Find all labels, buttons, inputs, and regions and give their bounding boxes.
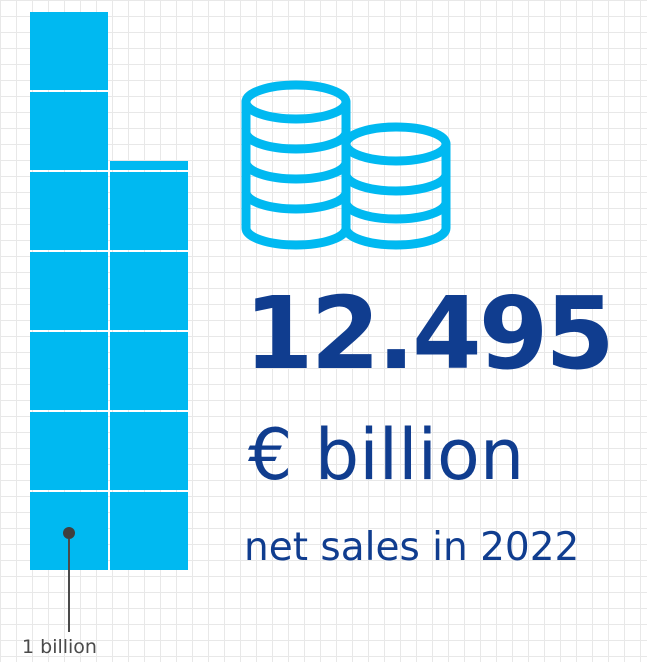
unit-block xyxy=(30,412,108,490)
unit-marker-dot xyxy=(63,527,75,539)
unit-block xyxy=(110,252,188,330)
unit-block xyxy=(110,492,188,570)
net-sales-unit: € billion xyxy=(248,414,525,496)
unit-block xyxy=(110,172,188,250)
unit-label: 1 billion xyxy=(22,636,97,658)
unit-block xyxy=(30,172,108,250)
coins-icon xyxy=(241,80,451,250)
partial-unit-block xyxy=(110,161,188,170)
unit-block xyxy=(30,92,108,170)
unit-block xyxy=(30,252,108,330)
net-sales-value: 12.495 xyxy=(244,275,615,392)
unit-block xyxy=(30,332,108,410)
unit-block xyxy=(110,332,188,410)
unit-marker-line xyxy=(68,539,70,632)
unit-block xyxy=(110,412,188,490)
net-sales-caption: net sales in 2022 xyxy=(244,525,580,570)
unit-block xyxy=(30,12,108,90)
